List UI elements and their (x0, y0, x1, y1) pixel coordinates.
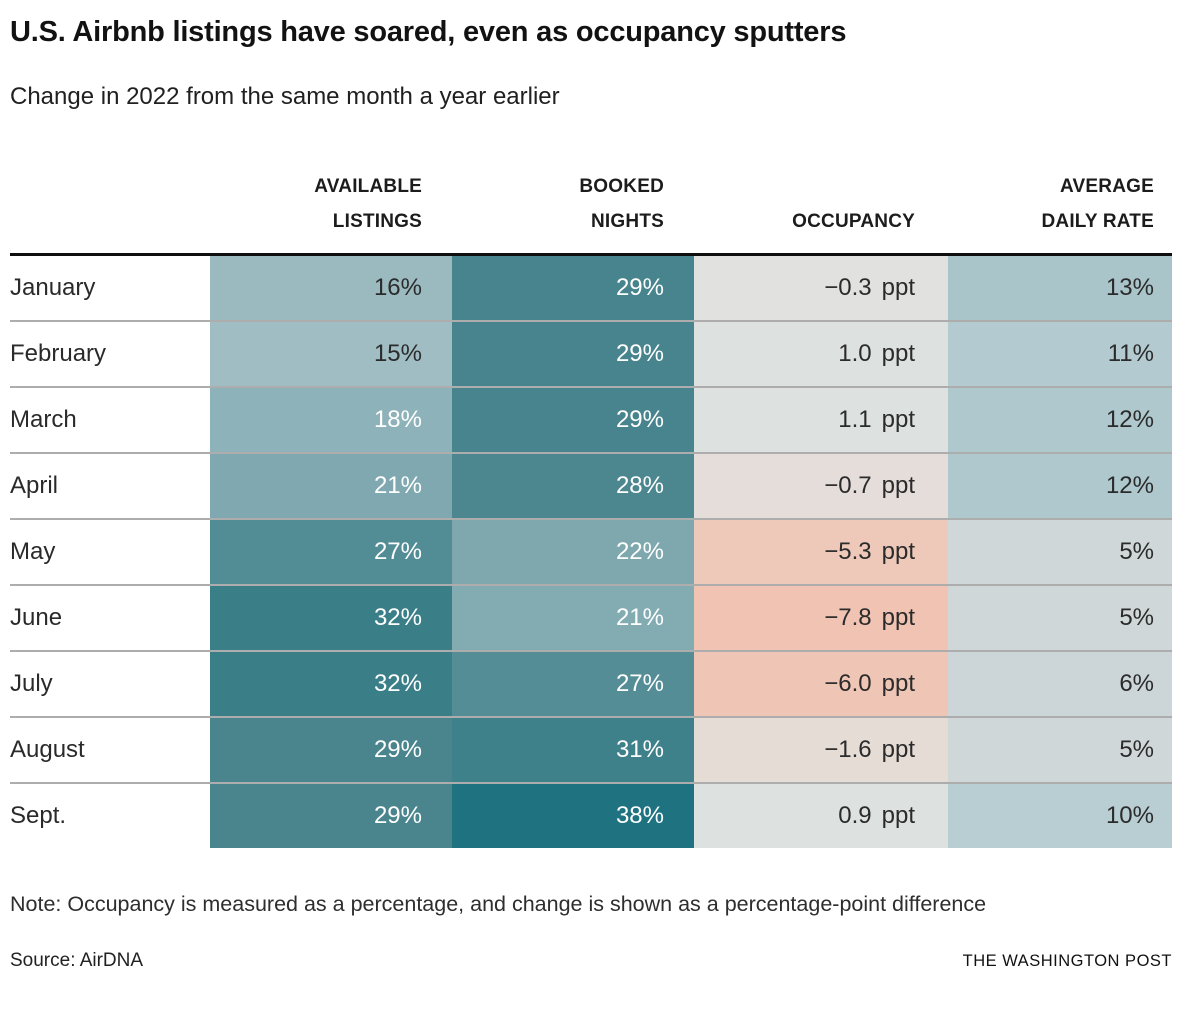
cell-occupancy: −7.8 ppt (694, 586, 948, 651)
month-label: July (10, 652, 210, 717)
cell-occupancy: −0.3 ppt (694, 256, 948, 321)
cell-average-daily-rate: 12% (948, 454, 1172, 519)
column-header-booked-nights: BOOKED NIGHTS (579, 176, 664, 233)
cell-available-listings: 32% (210, 586, 452, 651)
table-row: August 29% 31% −1.6 ppt 5% (10, 718, 1172, 785)
month-label: February (10, 322, 210, 387)
cell-booked-nights: 21% (452, 586, 694, 651)
cell-booked-nights: 38% (452, 784, 694, 849)
cell-available-listings: 16% (210, 256, 452, 321)
table-body: January 16% 29% −0.3 ppt 13% February 15% 29% 1.0… (10, 256, 1172, 849)
cell-booked-nights: 29% (452, 256, 694, 321)
cell-available-listings: 32% (210, 652, 452, 717)
month-label: Sept. (10, 784, 210, 849)
publisher-credit: THE WASHINGTON POST (962, 951, 1172, 970)
occupancy-value: −5.3 (824, 538, 872, 566)
cell-occupancy: 1.0 ppt (694, 322, 948, 387)
occupancy-value: −0.7 (824, 472, 872, 500)
month-label: March (10, 388, 210, 453)
cell-booked-nights: 22% (452, 520, 694, 585)
cell-average-daily-rate: 13% (948, 256, 1172, 321)
cell-average-daily-rate: 5% (948, 586, 1172, 651)
cell-available-listings: 29% (210, 784, 452, 849)
column-header-occupancy: OCCUPANCY (792, 211, 915, 233)
cell-average-daily-rate: 5% (948, 520, 1172, 585)
occupancy-value: −0.3 (824, 274, 872, 302)
table-row: March 18% 29% 1.1 ppt 12% (10, 388, 1172, 455)
column-header-average-daily-rate: AVERAGE DAILY RATE (1041, 176, 1154, 233)
month-label: June (10, 586, 210, 651)
table-row: February 15% 29% 1.0 ppt 11% (10, 322, 1172, 389)
month-label: January (10, 256, 210, 321)
footer: Source: AirDNA THE WASHINGTON POST (10, 950, 1172, 972)
occupancy-unit: ppt (881, 538, 915, 566)
cell-available-listings: 15% (210, 322, 452, 387)
footnote: Note: Occupancy is measured as a percent… (10, 892, 987, 917)
occupancy-unit: ppt (881, 736, 915, 764)
cell-occupancy: 1.1 ppt (694, 388, 948, 453)
airbnb-table-graphic: U.S. Airbnb listings have soared, even a… (10, 16, 1172, 972)
cell-occupancy: −6.0 ppt (694, 652, 948, 717)
occupancy-value: 0.9 (838, 802, 872, 830)
cell-available-listings: 21% (210, 454, 452, 519)
cell-available-listings: 29% (210, 718, 452, 783)
cell-average-daily-rate: 12% (948, 388, 1172, 453)
table-header-row: AVAILABLE LISTINGS BOOKED NIGHTS OCCUPAN… (10, 169, 1172, 257)
table-row: June 32% 21% −7.8 ppt 5% (10, 586, 1172, 653)
table-row: July 32% 27% −6.0 ppt 6% (10, 652, 1172, 719)
cell-occupancy: 0.9 ppt (694, 784, 948, 849)
occupancy-value: 1.1 (838, 406, 872, 434)
occupancy-unit: ppt (881, 472, 915, 500)
cell-booked-nights: 29% (452, 388, 694, 453)
occupancy-value: −6.0 (824, 670, 872, 698)
occupancy-unit: ppt (881, 802, 915, 830)
month-label: April (10, 454, 210, 519)
cell-average-daily-rate: 5% (948, 718, 1172, 783)
table-row: January 16% 29% −0.3 ppt 13% (10, 256, 1172, 323)
cell-booked-nights: 28% (452, 454, 694, 519)
occupancy-unit: ppt (881, 670, 915, 698)
table-row: Sept. 29% 38% 0.9 ppt 10% (10, 784, 1172, 849)
cell-booked-nights: 29% (452, 322, 694, 387)
table-row: May 27% 22% −5.3 ppt 5% (10, 520, 1172, 587)
cell-available-listings: 27% (210, 520, 452, 585)
table-row: April 21% 28% −0.7 ppt 12% (10, 454, 1172, 521)
cell-occupancy: −0.7 ppt (694, 454, 948, 519)
cell-occupancy: −5.3 ppt (694, 520, 948, 585)
cell-available-listings: 18% (210, 388, 452, 453)
occupancy-value: −1.6 (824, 736, 872, 764)
occupancy-unit: ppt (881, 274, 915, 302)
occupancy-value: −7.8 (824, 604, 872, 632)
column-header-available-listings: AVAILABLE LISTINGS (314, 176, 422, 233)
month-label: August (10, 718, 210, 783)
cell-average-daily-rate: 10% (948, 784, 1172, 849)
cell-booked-nights: 27% (452, 652, 694, 717)
page-title: U.S. Airbnb listings have soared, even a… (10, 16, 847, 48)
occupancy-value: 1.0 (838, 340, 872, 368)
page-subtitle: Change in 2022 from the same month a yea… (10, 83, 560, 110)
occupancy-unit: ppt (881, 340, 915, 368)
occupancy-unit: ppt (881, 604, 915, 632)
cell-average-daily-rate: 11% (948, 322, 1172, 387)
occupancy-unit: ppt (881, 406, 915, 434)
cell-booked-nights: 31% (452, 718, 694, 783)
cell-average-daily-rate: 6% (948, 652, 1172, 717)
cell-occupancy: −1.6 ppt (694, 718, 948, 783)
source-line: Source: AirDNA (10, 949, 144, 971)
month-label: May (10, 520, 210, 585)
